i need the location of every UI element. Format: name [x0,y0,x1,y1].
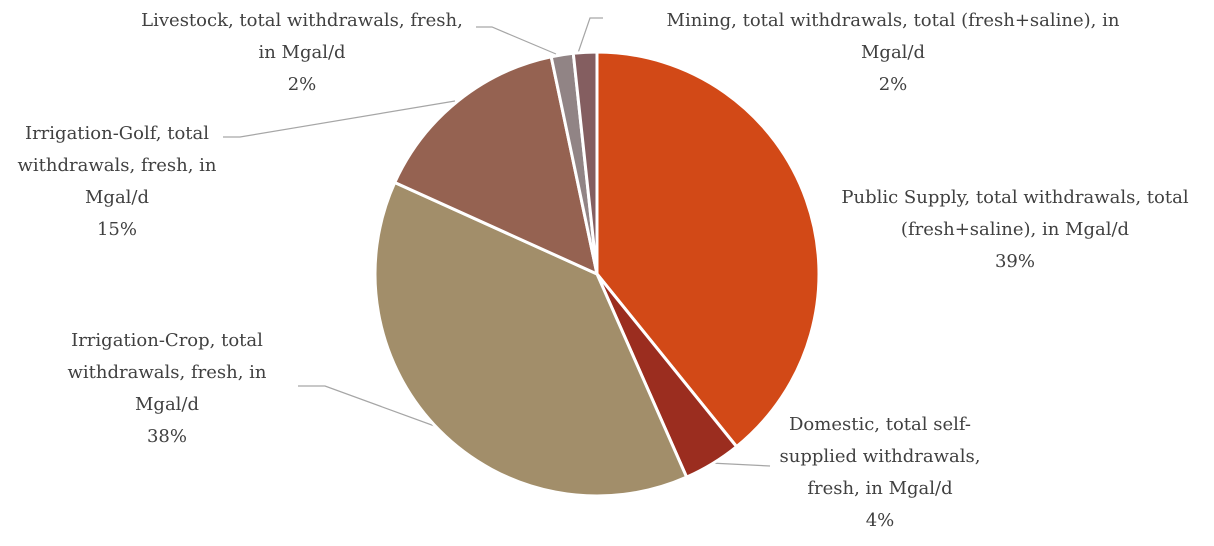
slice-percent-label: 4% [866,510,895,531]
pie-slice-mining-total-withdrawals-total-fresh-saline-in-mgal-d [571,50,599,276]
pie-slice-irrigation-golf-total-withdrawals-fresh-in-mgal-d [393,55,599,276]
leader-line-irrigation-crop-total-withdrawals-fresh-in-mgal-d [298,385,441,429]
slice-label-line: Mgal/d [861,42,925,63]
slice-label-domestic-total-self-supplied-withdrawals-fresh-in-mgal-d: Domestic, total self-supplied withdrawal… [780,414,981,531]
slice-label-livestock-total-withdrawals-fresh-in-mgal-d: Livestock, total withdrawals, fresh, in M… [141,10,463,95]
slice-label-line: withdrawals, fresh, in [18,155,217,176]
leader-line-livestock-total-withdrawals-fresh-in-mgal-d [476,26,557,55]
slice-percent-label: 15% [97,219,137,240]
slice-label-line: Domestic, total self- [789,414,971,435]
slice-label-line: supplied withdrawals, [780,446,981,467]
slice-percent-label: 38% [147,426,187,447]
slice-label-mining-total-withdrawals-total-fresh-saline-in-mgal-d: Mining, total withdrawals, total (fresh+… [667,10,1120,95]
slice-label-line: Mgal/d [85,187,149,208]
slice-label-line: (fresh+saline), in Mgal/d [901,219,1129,240]
slice-percent-label: 2% [879,74,908,95]
slice-label-line: Mining, total withdrawals, total (fresh+… [667,10,1120,31]
slice-label-line: Irrigation-Golf, total [25,123,209,144]
slice-label-public-supply-total-withdrawals-total-fresh-saline-in-mgal-d: Public Supply, total withdrawals, total (… [841,187,1188,272]
pie-slice-irrigation-crop-total-withdrawals-fresh-in-mgal-d [373,180,689,498]
slice-label-line: Public Supply, total withdrawals, total [841,187,1188,208]
slice-label-line: in Mgal/d [258,42,345,63]
pie-slice-public-supply-total-withdrawals-total-fresh-saline-in-mgal-d [595,50,821,449]
slice-percent-label: 2% [288,74,317,95]
slice-label-line: Irrigation-Crop, total [71,330,263,351]
data-labels: Public Supply, total withdrawals, total (… [18,10,1189,531]
slice-label-irrigation-crop-total-withdrawals-fresh-in-mgal-d: Irrigation-Crop, total withdrawals, fresh… [68,330,267,447]
slice-label-irrigation-golf-total-withdrawals-fresh-in-mgal-d: Irrigation-Golf, total withdrawals, fresh… [18,123,217,240]
slice-label-line: Livestock, total withdrawals, fresh, [141,10,463,31]
leader-line-mining-total-withdrawals-total-fresh-saline-in-mgal-d [577,17,603,54]
slice-label-line: withdrawals, fresh, in [68,362,267,383]
slice-label-line: Mgal/d [135,394,199,415]
slice-percent-label: 39% [995,251,1035,272]
leader-line-irrigation-golf-total-withdrawals-fresh-in-mgal-d [223,100,456,138]
slice-label-line: fresh, in Mgal/d [807,478,952,499]
pie-slices [373,50,821,498]
leader-lines [223,17,771,467]
